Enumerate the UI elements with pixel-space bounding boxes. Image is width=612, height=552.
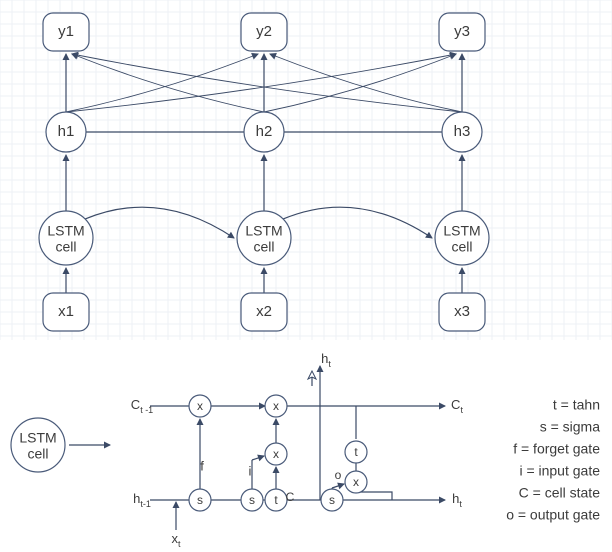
- ht-label: ht: [452, 491, 462, 509]
- lstm-label-2: cell: [253, 239, 274, 255]
- xt-label: xt: [171, 531, 181, 549]
- o-label: o: [335, 468, 342, 482]
- f-sigma-label: s: [197, 493, 203, 507]
- h-label: h3: [454, 123, 471, 140]
- lstm-label-2: cell: [451, 239, 472, 255]
- top-rnn-diagram: y1h1LSTMcellx1y2h2LSTMcellx2y3h3LSTMcell…: [39, 13, 489, 331]
- x-label: x3: [454, 303, 470, 320]
- i-to-mul: [252, 456, 264, 460]
- c-add-label: x: [273, 399, 279, 413]
- lstm-label-2: cell: [55, 239, 76, 255]
- legend-item: s = sigma: [540, 419, 601, 435]
- x-label: x1: [58, 303, 74, 320]
- lstm-icon-l2: cell: [27, 446, 48, 462]
- legend-item: o = output gate: [506, 507, 600, 523]
- o-to-omul: [332, 484, 344, 488]
- lstm-label-1: LSTM: [47, 223, 84, 239]
- ht-top-label: ht: [321, 351, 331, 369]
- lstm-label-1: LSTM: [443, 223, 480, 239]
- omul-to-h: [356, 492, 392, 500]
- legend-item: f = forget gate: [513, 441, 600, 457]
- i-sigma-label: s: [249, 493, 255, 507]
- y-label: y1: [58, 23, 74, 40]
- legend-item: i = input gate: [519, 463, 600, 479]
- bottom-lstm-cell-diagram: LSTMcellsstsxxxtxCfioCt -1ht-1Cththtxt: [11, 351, 463, 549]
- o-mul-label: x: [353, 475, 359, 489]
- f-mul-label: x: [197, 399, 203, 413]
- ct-label: Ct: [451, 397, 463, 415]
- lstm-icon-l1: LSTM: [19, 430, 56, 446]
- ig-mul-label: x: [273, 447, 279, 461]
- i-label: i: [249, 463, 252, 478]
- f-label: f: [200, 458, 204, 473]
- c-mini-label: C: [286, 490, 295, 504]
- y-label: y3: [454, 23, 470, 40]
- edge-h-to-y-cross: [72, 54, 462, 112]
- lstm-label-1: LSTM: [245, 223, 282, 239]
- edge-lstm-seq: [283, 207, 432, 238]
- legend-item: C = cell state: [519, 485, 601, 501]
- edge-h-to-y-cross: [66, 54, 456, 112]
- ht-1-label: ht-1: [133, 491, 151, 509]
- h-label: h2: [256, 123, 273, 140]
- o-sigma-label: s: [329, 493, 335, 507]
- edge-lstm-seq: [85, 207, 234, 238]
- x-label: x2: [256, 303, 272, 320]
- h-label: h1: [58, 123, 75, 140]
- ct-1-label: Ct -1: [131, 397, 153, 415]
- grid-background: [0, 0, 612, 340]
- legend-item: t = tahn: [553, 397, 600, 413]
- legend: t = tahn s = sigma f = forget gate i = inpu…: [506, 397, 600, 523]
- y-label: y2: [256, 23, 272, 40]
